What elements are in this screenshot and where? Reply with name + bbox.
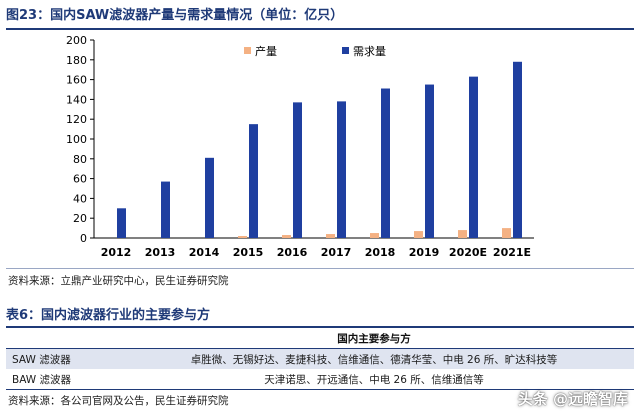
y-tick-label: 200: [66, 34, 87, 47]
table-header-row: 国内主要参与方: [6, 326, 634, 349]
y-tick-label: 0: [80, 232, 87, 245]
y-tick-label: 20: [73, 212, 87, 225]
y-tick-label: 80: [73, 153, 87, 166]
bar-chart: 0 20 40 60 80 100 120 140 160 180 200 2012 2013 2014…: [66, 34, 534, 259]
x-tick-label: 2021E: [493, 246, 531, 259]
x-tick-label: 2014: [189, 246, 220, 259]
x-tick-label: 2020E: [449, 246, 487, 259]
table-header: 国内主要参与方: [114, 326, 634, 349]
bar-demand: [161, 181, 170, 238]
x-tick-label: 2016: [277, 246, 308, 259]
figure-bottom-rule: [6, 268, 634, 269]
legend-swatch: [244, 47, 251, 54]
bar-demand: [249, 124, 258, 238]
figure-source: 资料来源：立鼎产业研究中心，民生证券研究院: [8, 275, 229, 287]
x-tick-label: 2018: [365, 246, 396, 259]
bar-demand: [293, 102, 302, 239]
row-type: BAW 滤波器: [6, 369, 114, 390]
y-tick-label: 120: [66, 113, 87, 126]
bar-production: [370, 233, 379, 238]
x-tick-label: 2017: [321, 246, 352, 259]
x-tick-label: 2015: [233, 246, 264, 259]
legend: 产量 需求量: [244, 44, 386, 58]
row-type: SAW 滤波器: [6, 348, 114, 369]
bar-production: [414, 231, 423, 238]
bar-demand: [337, 101, 346, 238]
table-source: 资料来源：各公司官网及公告，民生证券研究院: [8, 395, 229, 407]
bar-production: [238, 236, 247, 238]
table-row: SAW 滤波器 卓胜微、无锡好达、麦捷科技、信维通信、德清华莹、中电 26 所、…: [6, 348, 634, 369]
legend-swatch: [342, 47, 349, 54]
bar-demand: [513, 61, 522, 238]
bar-demand: [117, 208, 126, 238]
legend-label: 产量: [255, 44, 277, 58]
bar-production: [326, 234, 335, 238]
bar-demand: [205, 157, 214, 238]
y-axis: 0 20 40 60 80 100 120 140 160 180 200: [66, 34, 95, 245]
y-tick-label: 180: [66, 54, 87, 67]
x-tick-label: 2012: [101, 246, 132, 259]
x-tick-label: 2013: [145, 246, 176, 259]
bar-production: [282, 235, 291, 238]
y-tick-label: 60: [73, 173, 87, 186]
watermark: 头条 @远瞻智库: [517, 390, 628, 408]
table-header-blank: [6, 326, 114, 349]
bar-production: [502, 228, 511, 238]
row-companies: 天津诺思、开远通信、中电 26 所、信维通信等: [114, 369, 634, 390]
table-title: 表6：国内滤波器行业的主要参与方: [6, 308, 211, 323]
row-companies: 卓胜微、无锡好达、麦捷科技、信维通信、德清华莹、中电 26 所、旷达科技等: [114, 348, 634, 369]
table-row: BAW 滤波器 天津诺思、开远通信、中电 26 所、信维通信等: [6, 369, 634, 390]
figure-top-rule: [6, 28, 634, 30]
players-table: 国内主要参与方 SAW 滤波器 卓胜微、无锡好达、麦捷科技、信维通信、德清华莹、…: [6, 326, 634, 390]
bar-production: [458, 230, 467, 238]
figure-title: 图23：国内SAW滤波器产量与需求量情况（单位：亿只）: [6, 8, 344, 23]
bar-demand: [469, 76, 478, 238]
legend-label: 需求量: [353, 45, 386, 58]
x-axis: 2012 2013 2014 2015 2016 2017 2018 2019 2020E 202…: [94, 237, 534, 259]
bar-demand: [425, 84, 434, 238]
bars: [117, 61, 522, 239]
y-tick-label: 160: [66, 74, 87, 87]
y-tick-label: 100: [66, 133, 87, 146]
y-tick-label: 140: [66, 93, 87, 106]
bar-demand: [381, 88, 390, 238]
y-tick-label: 40: [73, 192, 87, 205]
x-tick-label: 2019: [409, 246, 440, 259]
